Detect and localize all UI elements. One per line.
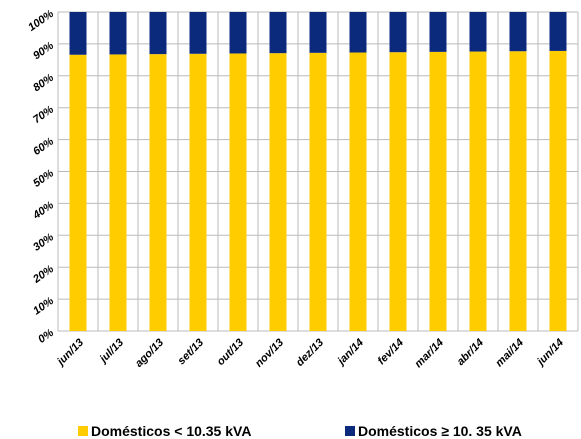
bar-segment — [549, 50, 567, 331]
x-tick-label: ago/13 — [133, 337, 166, 370]
bar-segment — [309, 52, 327, 331]
x-tick-label: mai/14 — [493, 337, 526, 370]
bar-segment — [349, 52, 367, 331]
legend-swatch — [78, 426, 88, 436]
legend-label: Domésticos < 10.35 kVA — [91, 423, 251, 439]
bar-segment — [69, 54, 87, 331]
bar-segment — [429, 51, 447, 331]
legend-swatch — [345, 426, 355, 436]
y-tick-label: 40% — [30, 199, 56, 222]
bar-segment — [109, 54, 127, 331]
y-tick-label: 10% — [31, 295, 56, 318]
x-tick-label: mar/14 — [413, 337, 447, 371]
bar-segment — [509, 12, 527, 52]
y-tick-label: 20% — [30, 263, 56, 286]
bar-segment — [109, 12, 127, 55]
legend-label: Domésticos ≥ 10. 35 kVA — [358, 423, 522, 439]
x-tick-label: out/13 — [215, 337, 246, 368]
x-tick-label: jun/14 — [534, 337, 566, 369]
y-tick-label: 60% — [31, 135, 56, 158]
bar-segment — [229, 53, 247, 331]
bar-segment — [429, 12, 447, 52]
y-tick-label: 90% — [31, 40, 56, 63]
bar-segment — [389, 12, 407, 53]
bar-segment — [509, 51, 527, 331]
y-tick-label: 0% — [36, 327, 56, 346]
y-tick-label: 70% — [31, 103, 56, 126]
x-tick-label: jan/14 — [334, 337, 366, 369]
x-tick-label: abr/14 — [455, 337, 486, 368]
x-tick-label: jul/13 — [96, 337, 126, 367]
bar-segment — [229, 12, 247, 54]
y-tick-label: 80% — [31, 72, 56, 95]
bar-segment — [549, 12, 567, 51]
bar-segment — [149, 54, 167, 331]
x-tick-label: nov/13 — [253, 337, 286, 370]
x-tick-label: jun/13 — [54, 337, 86, 369]
bar-segment — [389, 52, 407, 331]
bar-segment — [189, 12, 207, 54]
bar-segment — [149, 12, 167, 55]
bar-segment — [69, 12, 87, 55]
x-tick-label: fev/14 — [376, 337, 407, 368]
bar-segment — [309, 12, 327, 53]
x-tick-label: dez/13 — [294, 337, 326, 369]
y-tick-label: 100% — [26, 8, 56, 34]
bar-segment — [269, 53, 287, 331]
y-tick-label: 30% — [31, 231, 56, 254]
bar-segment — [349, 12, 367, 53]
y-tick-label: 50% — [31, 167, 56, 190]
bar-segment — [189, 53, 207, 331]
bar-segment — [469, 12, 487, 52]
x-tick-label: set/13 — [176, 337, 207, 368]
bar-segment — [269, 12, 287, 54]
bar-segment — [469, 51, 487, 331]
